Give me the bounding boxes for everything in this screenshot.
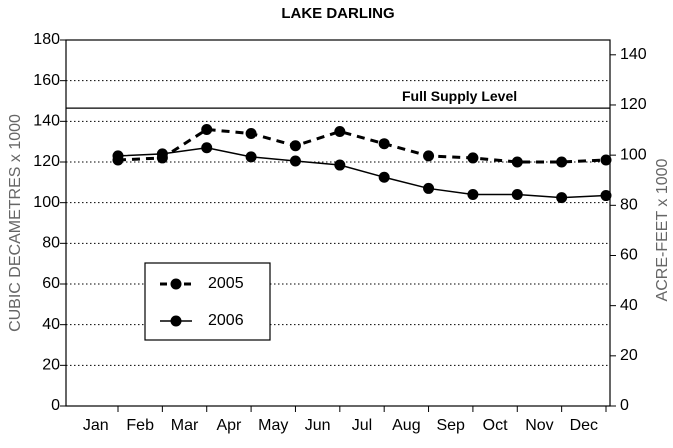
y-tick-label: 140 [33,113,60,130]
data-point [556,192,568,204]
data-point [511,189,523,201]
y2-tick-label: 140 [620,46,647,63]
y2-tick-label: 40 [620,297,638,314]
data-point [245,128,257,140]
legend-marker [170,278,182,290]
y2-tick-label: 20 [620,347,638,364]
data-point [156,148,168,160]
y2-tick-label: 80 [620,197,638,214]
data-point [378,138,390,150]
data-point [334,126,346,137]
x-tick-label: Sep [436,417,465,434]
y2-tick-label: 120 [620,96,647,113]
data-point [423,150,435,162]
x-tick-label: Oct [483,417,508,434]
data-point [245,151,257,163]
x-tick-label: Jul [352,417,372,434]
data-point [201,123,213,135]
x-tick-label: Nov [525,417,553,434]
y-tick-label: 160 [33,72,60,89]
x-tick-label: Feb [126,417,154,434]
series-line [117,147,607,199]
x-tick-label: Jun [305,417,331,434]
data-point [556,156,568,168]
reference-label: Full Supply Level [402,88,517,104]
data-point [289,140,301,152]
x-tick-label: May [258,417,288,434]
y-tick-label: 0 [51,397,60,414]
legend-marker [170,315,182,327]
x-tick-label: Apr [216,417,242,434]
y2-tick-label: 60 [620,247,638,264]
y-tick-label: 40 [42,316,60,333]
y-tick-label: 80 [42,235,60,252]
y2-tick-label: 0 [620,397,629,414]
y2-axis-label: ACRE-FEET x 1000 [654,158,671,301]
data-point [423,182,435,194]
plot-frame [65,39,611,407]
data-point [600,190,612,202]
data-point [467,152,479,164]
data-point [511,156,523,168]
y-axis-label: CUBIC DECAMETRES x 1000 [7,114,24,332]
y-tick-label: 60 [42,275,60,292]
data-point [600,154,612,166]
x-tick-label: Mar [171,417,199,434]
legend-box [144,262,271,341]
data-point [112,150,124,162]
series-line [117,127,607,164]
chart-title: LAKE DARLING [281,5,394,22]
y-tick-label: 120 [33,153,60,170]
legend-label: 2005 [208,275,244,292]
data-point [378,171,390,183]
x-tick-label: Jan [83,417,109,434]
legend-label: 2006 [208,312,244,329]
x-tick-label: Dec [570,417,598,434]
x-tick-label: Aug [392,417,420,434]
data-point [467,189,479,201]
y2-tick-label: 100 [620,146,647,163]
y-tick-label: 100 [33,194,60,211]
y-tick-label: 20 [42,357,60,374]
data-point [289,155,301,167]
data-point [334,159,346,171]
y-tick-label: 180 [33,31,60,48]
data-point [201,142,213,154]
